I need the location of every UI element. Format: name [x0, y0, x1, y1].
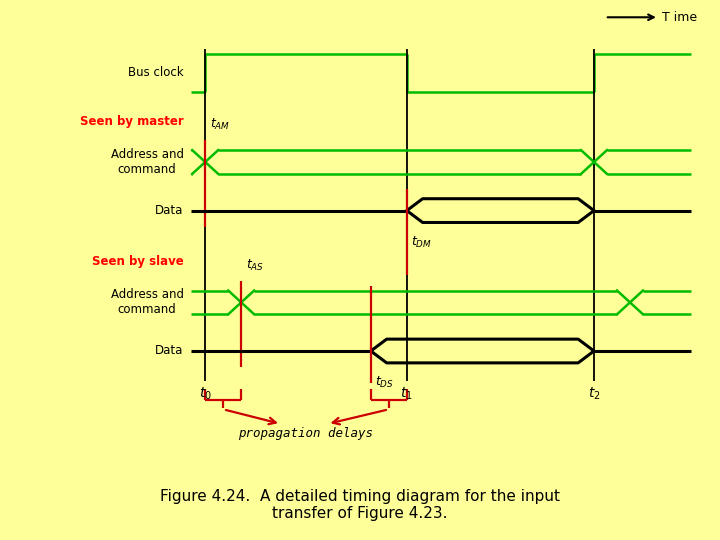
Text: T ime: T ime [662, 11, 698, 24]
Text: Seen by slave: Seen by slave [92, 255, 184, 268]
Text: Address and
command: Address and command [111, 288, 184, 316]
Text: $t_2$: $t_2$ [588, 386, 600, 402]
Text: $t_0$: $t_0$ [199, 386, 212, 402]
Text: $t_{DM}$: $t_{DM}$ [411, 235, 432, 250]
Text: Seen by master: Seen by master [80, 115, 184, 128]
Text: Address and
command: Address and command [111, 148, 184, 176]
Text: Bus clock: Bus clock [128, 66, 184, 79]
Text: $t_{AS}$: $t_{AS}$ [246, 258, 264, 273]
Text: Data: Data [156, 204, 184, 217]
Text: Figure 4.24.  A detailed timing diagram for the input
transfer of Figure 4.23.: Figure 4.24. A detailed timing diagram f… [160, 489, 560, 521]
Text: propagation delays: propagation delays [238, 427, 374, 440]
Text: $t_1$: $t_1$ [400, 386, 413, 402]
Text: Data: Data [156, 345, 184, 357]
Text: $t_{AM}$: $t_{AM}$ [210, 117, 230, 132]
Text: $t_{DS}$: $t_{DS}$ [375, 375, 394, 390]
